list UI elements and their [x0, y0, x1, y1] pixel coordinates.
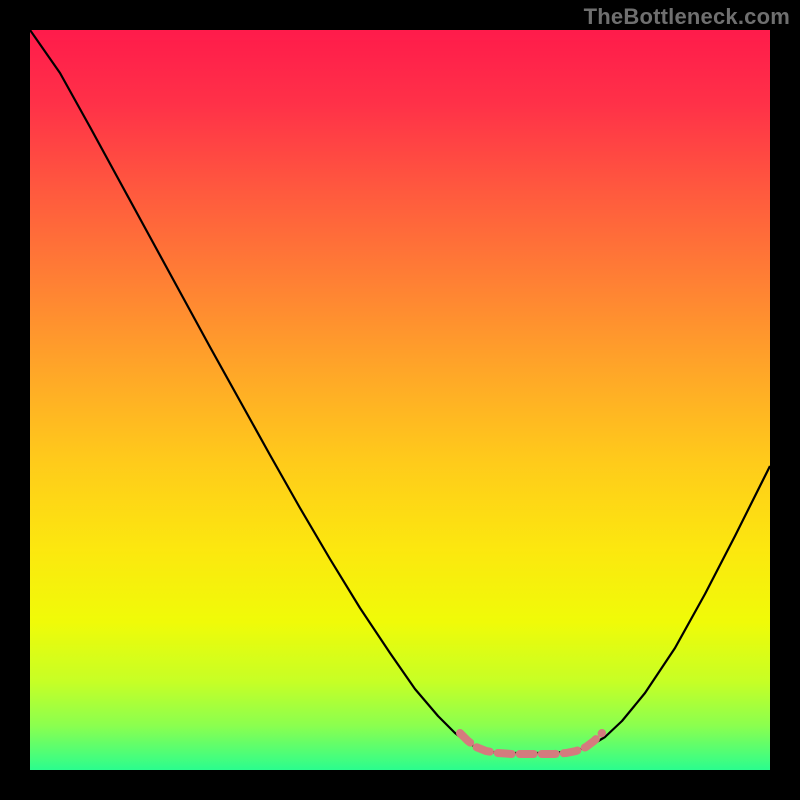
- bottleneck-curve: [30, 30, 770, 753]
- trough-marker: [460, 733, 602, 754]
- chart-area: [30, 30, 770, 770]
- watermark-text: TheBottleneck.com: [584, 4, 790, 30]
- chart-frame: TheBottleneck.com: [0, 0, 800, 800]
- chart-curve-layer: [30, 30, 770, 770]
